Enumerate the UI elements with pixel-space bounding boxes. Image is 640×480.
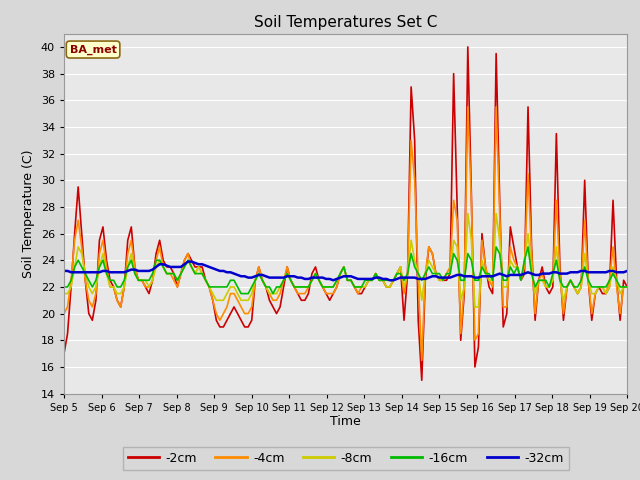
-8cm (372, 271, 380, 276)
-2cm (60, 351, 68, 357)
-16cm (376, 277, 383, 283)
-16cm (220, 284, 227, 290)
-8cm (623, 284, 631, 290)
-32cm (432, 274, 440, 279)
-4cm (528, 251, 536, 256)
Legend: -2cm, -4cm, -8cm, -16cm, -32cm: -2cm, -4cm, -8cm, -16cm, -32cm (123, 447, 568, 469)
X-axis label: Time: Time (330, 415, 361, 429)
-16cm (492, 244, 500, 250)
-2cm (528, 244, 536, 250)
-4cm (464, 104, 472, 110)
-2cm (372, 271, 380, 276)
-4cm (220, 311, 227, 316)
-32cm (330, 277, 337, 283)
-8cm (528, 264, 536, 270)
-16cm (623, 284, 631, 290)
-2cm (418, 377, 426, 383)
Line: -8cm: -8cm (64, 214, 627, 307)
-32cm (60, 268, 68, 274)
-32cm (184, 259, 192, 264)
-8cm (471, 304, 479, 310)
Line: -4cm: -4cm (64, 107, 627, 360)
-4cm (372, 271, 380, 276)
-32cm (173, 264, 181, 270)
-2cm (173, 284, 181, 290)
-32cm (379, 276, 387, 282)
-8cm (464, 211, 472, 216)
-4cm (602, 291, 610, 297)
-32cm (623, 268, 631, 274)
-2cm (602, 291, 610, 297)
-8cm (220, 298, 227, 303)
-4cm (60, 311, 68, 316)
-32cm (602, 269, 610, 275)
-16cm (429, 271, 436, 276)
-2cm (464, 44, 472, 50)
-16cm (60, 284, 68, 290)
-2cm (623, 284, 631, 290)
Title: Soil Temperatures Set C: Soil Temperatures Set C (254, 15, 437, 30)
-8cm (602, 291, 610, 297)
-4cm (173, 284, 181, 290)
-4cm (623, 284, 631, 290)
-32cm (528, 271, 536, 276)
-4cm (418, 358, 426, 363)
Line: -16cm: -16cm (64, 247, 627, 294)
-8cm (173, 277, 181, 283)
Line: -2cm: -2cm (64, 47, 627, 380)
Y-axis label: Soil Temperature (C): Soil Temperature (C) (22, 149, 35, 278)
-8cm (425, 257, 433, 263)
-16cm (528, 271, 536, 276)
-16cm (173, 277, 181, 283)
-2cm (429, 251, 436, 256)
Text: BA_met: BA_met (70, 44, 116, 55)
-8cm (60, 291, 68, 297)
-16cm (602, 284, 610, 290)
Line: -32cm: -32cm (64, 262, 627, 280)
-16cm (237, 291, 245, 297)
-4cm (429, 251, 436, 256)
-2cm (220, 324, 227, 330)
-32cm (223, 269, 231, 275)
